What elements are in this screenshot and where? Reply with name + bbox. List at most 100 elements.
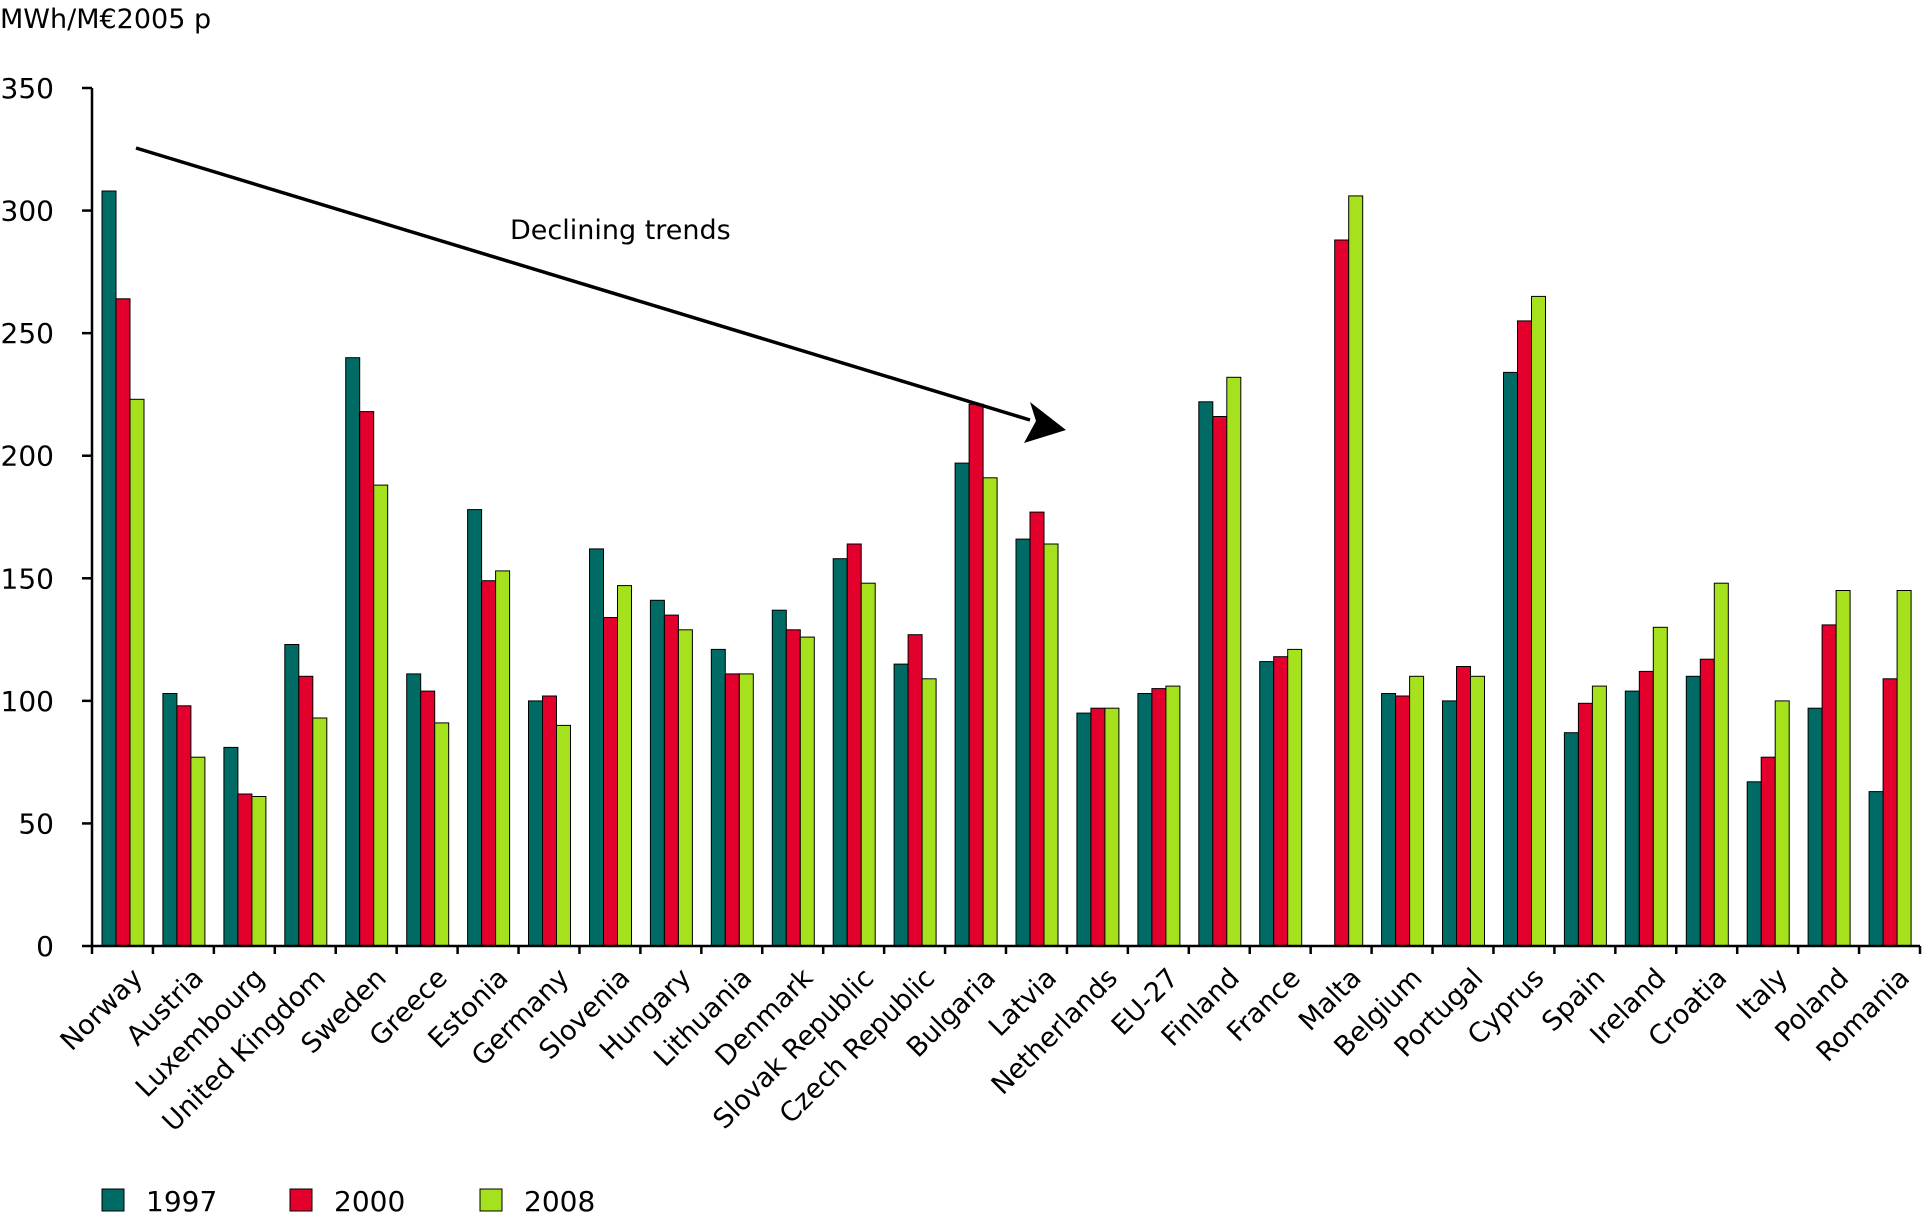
bar-1997-cyprus: [1503, 371, 1518, 947]
bar-2008-czech-republic: [921, 678, 937, 947]
y-tick-label: 250: [1, 317, 54, 350]
bar-2000-romania: [1882, 678, 1898, 947]
bar-2000-austria: [176, 705, 192, 947]
bar-1997-greece: [406, 673, 422, 947]
bar-1997-italy: [1746, 781, 1762, 947]
y-tick-label: 350: [1, 72, 54, 105]
bar-1997-latvia: [1015, 538, 1031, 947]
bars: [101, 190, 1912, 947]
bar-2000-slovenia: [603, 617, 618, 947]
bar-2008-netherlands: [1104, 707, 1120, 947]
bar-2008-malta: [1348, 195, 1364, 947]
bar-1997-poland: [1807, 707, 1823, 947]
bar-1997-estonia: [467, 509, 483, 947]
bar-1997-slovak-republic: [832, 558, 848, 947]
bar-2000-greece: [420, 690, 436, 947]
bar-2000-spain: [1577, 702, 1593, 947]
bar-1997-finland: [1198, 401, 1214, 947]
legend-label-1997: 1997: [146, 1185, 217, 1218]
y-tick-label: 50: [18, 807, 54, 840]
y-tick-label: 0: [36, 930, 54, 963]
bar-1997-romania: [1868, 791, 1884, 947]
y-tick-label: 200: [1, 440, 54, 473]
bar-1997-germany: [528, 700, 543, 947]
bar-2008-italy: [1774, 700, 1790, 947]
bar-1997-france: [1259, 661, 1275, 947]
y-axis: 0 50 100 150 200 250 300 350: [1, 72, 94, 963]
bar-2008-ireland: [1652, 626, 1668, 947]
bar-2008-austria: [190, 756, 206, 947]
bar-2000-italy: [1760, 756, 1776, 947]
y-axis-unit-label: MWh/M€2005 p: [0, 4, 211, 35]
bar-1997-bulgaria: [954, 462, 970, 947]
bar-2008-slovak-republic: [860, 582, 876, 947]
bar-2000-norway: [115, 298, 131, 947]
bar-1997-spain: [1563, 732, 1579, 947]
legend: 1997 2000 2008: [101, 1185, 595, 1218]
bar-2000-france: [1273, 656, 1289, 947]
bar-2008-poland: [1835, 590, 1851, 947]
bar-1997-croatia: [1685, 675, 1701, 947]
bar-1997-belgium: [1381, 693, 1397, 947]
bar-2008-latvia: [1043, 543, 1059, 947]
declining-trends-arrow: [135, 146, 1066, 443]
bar-2000-bulgaria: [968, 403, 984, 947]
legend-swatch-2008: [479, 1188, 503, 1212]
bar-1997-portugal: [1442, 700, 1457, 947]
bar-2008-spain: [1591, 685, 1607, 947]
bar-2008-denmark: [799, 636, 815, 947]
bar-2000-poland: [1821, 624, 1837, 947]
bar-2000-czech-republic: [907, 634, 923, 947]
bar-1997-lithuania: [710, 648, 726, 947]
bar-2000-croatia: [1699, 658, 1715, 947]
bar-1997-united-kingdom: [284, 644, 300, 947]
bar-2008-finland: [1226, 376, 1242, 947]
bar-2008-cyprus: [1531, 295, 1546, 947]
bar-2000-germany: [542, 695, 557, 947]
bar-2000-eu-27: [1151, 688, 1167, 947]
bar-2008-lithuania: [738, 673, 754, 947]
bar-2000-latvia: [1029, 511, 1045, 947]
bar-1997-ireland: [1624, 690, 1640, 947]
bar-2008-sweden: [373, 484, 389, 947]
bar-2000-malta: [1334, 239, 1350, 947]
bar-1997-denmark: [771, 609, 787, 947]
bar-2000-portugal: [1456, 666, 1471, 947]
bar-2008-eu-27: [1165, 685, 1181, 947]
bar-2008-bulgaria: [982, 477, 998, 947]
bar-1997-eu-27: [1137, 693, 1153, 947]
bar-2008-romania: [1896, 590, 1912, 947]
bar-2008-norway: [129, 398, 145, 947]
bar-2008-greece: [434, 722, 450, 947]
bar-1997-sweden: [345, 357, 361, 947]
bar-2000-ireland: [1638, 670, 1654, 947]
bar-2000-netherlands: [1090, 707, 1106, 947]
legend-swatch-1997: [101, 1188, 125, 1212]
bar-1997-hungary: [649, 599, 665, 947]
bar-2000-estonia: [481, 580, 497, 947]
bar-2000-slovak-republic: [846, 543, 862, 947]
bar-2000-lithuania: [724, 673, 740, 947]
bar-2008-portugal: [1470, 675, 1485, 947]
bar-2000-sweden: [359, 411, 375, 947]
bar-2000-united-kingdom: [298, 675, 314, 947]
legend-swatch-2000: [289, 1188, 313, 1212]
bar-2008-france: [1287, 648, 1303, 947]
bar-1997-netherlands: [1076, 712, 1092, 947]
bar-1997-norway: [101, 190, 117, 947]
y-tick-label: 100: [1, 685, 54, 718]
bar-2008-hungary: [677, 629, 693, 947]
bar-2008-belgium: [1409, 675, 1425, 947]
bar-1997-slovenia: [589, 548, 604, 947]
bar-2000-hungary: [663, 614, 679, 947]
bar-1997-luxembourg: [223, 746, 239, 947]
y-tick-label: 300: [1, 195, 54, 228]
bar-2008-united-kingdom: [312, 717, 328, 947]
legend-label-2000: 2000: [334, 1185, 405, 1218]
bar-2000-belgium: [1395, 695, 1411, 947]
bar-2008-slovenia: [617, 585, 632, 947]
bar-2000-cyprus: [1517, 320, 1532, 947]
bar-1997-austria: [162, 693, 178, 947]
